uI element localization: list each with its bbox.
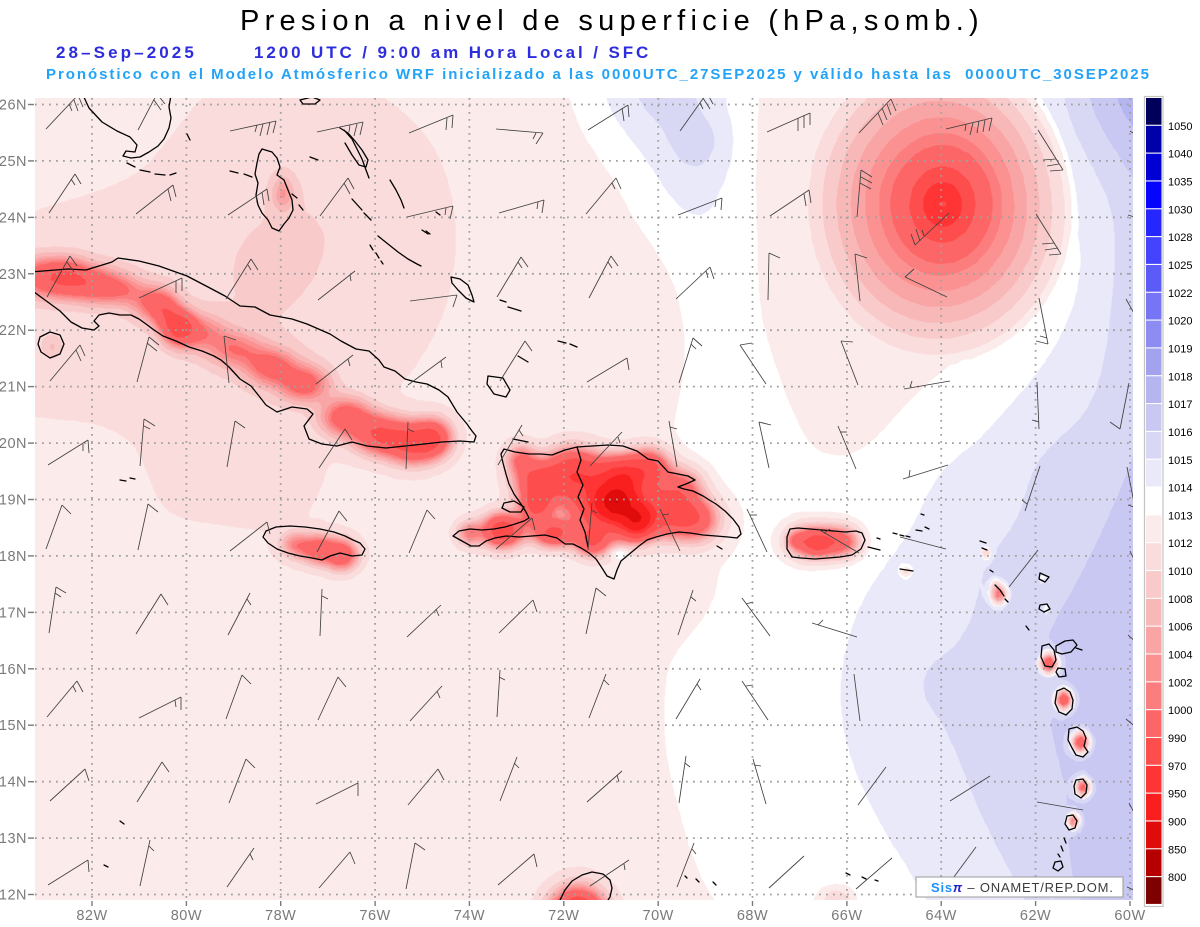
svg-text:1002: 1002 xyxy=(1168,677,1192,689)
svg-text:78W: 78W xyxy=(265,908,296,924)
svg-text:900: 900 xyxy=(1168,817,1186,829)
svg-text:1028: 1028 xyxy=(1168,232,1192,244)
svg-text:1010: 1010 xyxy=(1168,566,1192,578)
svg-text:1006: 1006 xyxy=(1168,622,1192,634)
svg-text:1013: 1013 xyxy=(1168,510,1192,522)
svg-text:19N: 19N xyxy=(0,493,27,509)
svg-text:70W: 70W xyxy=(643,908,674,924)
svg-text:1015: 1015 xyxy=(1168,455,1192,467)
svg-text:1008: 1008 xyxy=(1168,594,1192,606)
svg-text:1050: 1050 xyxy=(1168,121,1192,133)
svg-text:18N: 18N xyxy=(0,549,27,565)
svg-text:82W: 82W xyxy=(76,908,107,924)
svg-text:800: 800 xyxy=(1168,872,1186,884)
svg-text:970: 970 xyxy=(1168,761,1186,773)
svg-text:1018: 1018 xyxy=(1168,371,1192,383)
svg-text:24N: 24N xyxy=(0,210,27,226)
svg-text:12N: 12N xyxy=(0,888,27,904)
svg-text:21N: 21N xyxy=(0,380,27,396)
svg-text:1014: 1014 xyxy=(1168,483,1192,495)
svg-text:1004: 1004 xyxy=(1168,650,1192,662)
svg-text:950: 950 xyxy=(1168,789,1186,801)
svg-text:1040: 1040 xyxy=(1168,149,1192,161)
svg-text:20N: 20N xyxy=(0,436,27,452)
svg-text:Presion a nivel de superficie: Presion a nivel de superficie (hPa,somb.… xyxy=(240,5,984,37)
svg-text:17N: 17N xyxy=(0,605,27,621)
svg-text:15N: 15N xyxy=(0,718,27,734)
svg-text:1025: 1025 xyxy=(1168,260,1192,272)
svg-text:Pronóstico con el Modelo Atmós: Pronóstico con el Modelo Atmósferico WRF… xyxy=(46,66,1151,83)
svg-text:76W: 76W xyxy=(359,908,390,924)
svg-text:64W: 64W xyxy=(926,908,957,924)
svg-text:74W: 74W xyxy=(454,908,485,924)
svg-text:1000: 1000 xyxy=(1168,705,1192,717)
svg-text:80W: 80W xyxy=(171,908,202,924)
svg-text:1016: 1016 xyxy=(1168,427,1192,439)
svg-text:1017: 1017 xyxy=(1168,399,1192,411)
svg-text:13N: 13N xyxy=(0,831,27,847)
svg-text:26N: 26N xyxy=(0,98,27,114)
svg-text:1200 UTC / 9:00 am Hora Local: 1200 UTC / 9:00 am Hora Local / SFC xyxy=(254,43,651,62)
svg-text:1030: 1030 xyxy=(1168,204,1192,216)
svg-text:22N: 22N xyxy=(0,323,27,339)
svg-text:990: 990 xyxy=(1168,733,1186,745)
svg-text:72W: 72W xyxy=(548,908,579,924)
svg-text:68W: 68W xyxy=(737,908,768,924)
svg-text:Sisπ – ONAMET/REP.DOM.: Sisπ – ONAMET/REP.DOM. xyxy=(931,880,1114,895)
svg-text:66W: 66W xyxy=(831,908,862,924)
svg-text:62W: 62W xyxy=(1020,908,1051,924)
svg-text:1019: 1019 xyxy=(1168,343,1192,355)
svg-text:1022: 1022 xyxy=(1168,288,1192,300)
svg-text:1035: 1035 xyxy=(1168,177,1192,189)
svg-text:25N: 25N xyxy=(0,154,27,170)
svg-text:850: 850 xyxy=(1168,844,1186,856)
svg-text:1020: 1020 xyxy=(1168,316,1192,328)
svg-text:16N: 16N xyxy=(0,662,27,678)
svg-text:28–Sep–2025: 28–Sep–2025 xyxy=(56,43,197,62)
svg-text:1012: 1012 xyxy=(1168,538,1192,550)
svg-text:14N: 14N xyxy=(0,775,27,791)
svg-text:23N: 23N xyxy=(0,267,27,283)
svg-text:60W: 60W xyxy=(1114,908,1145,924)
